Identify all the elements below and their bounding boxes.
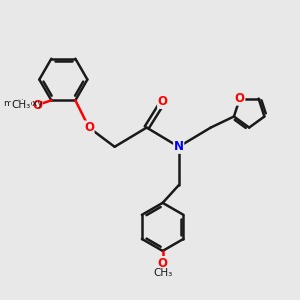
Text: N: N <box>174 140 184 153</box>
Text: methoxy: methoxy <box>4 99 43 108</box>
Text: CH₃: CH₃ <box>153 268 172 278</box>
Text: CH₃: CH₃ <box>11 100 31 110</box>
Text: O: O <box>32 99 42 112</box>
Text: O: O <box>158 95 168 108</box>
Text: O: O <box>235 92 245 105</box>
Text: O: O <box>84 121 94 134</box>
Text: O: O <box>158 256 168 270</box>
